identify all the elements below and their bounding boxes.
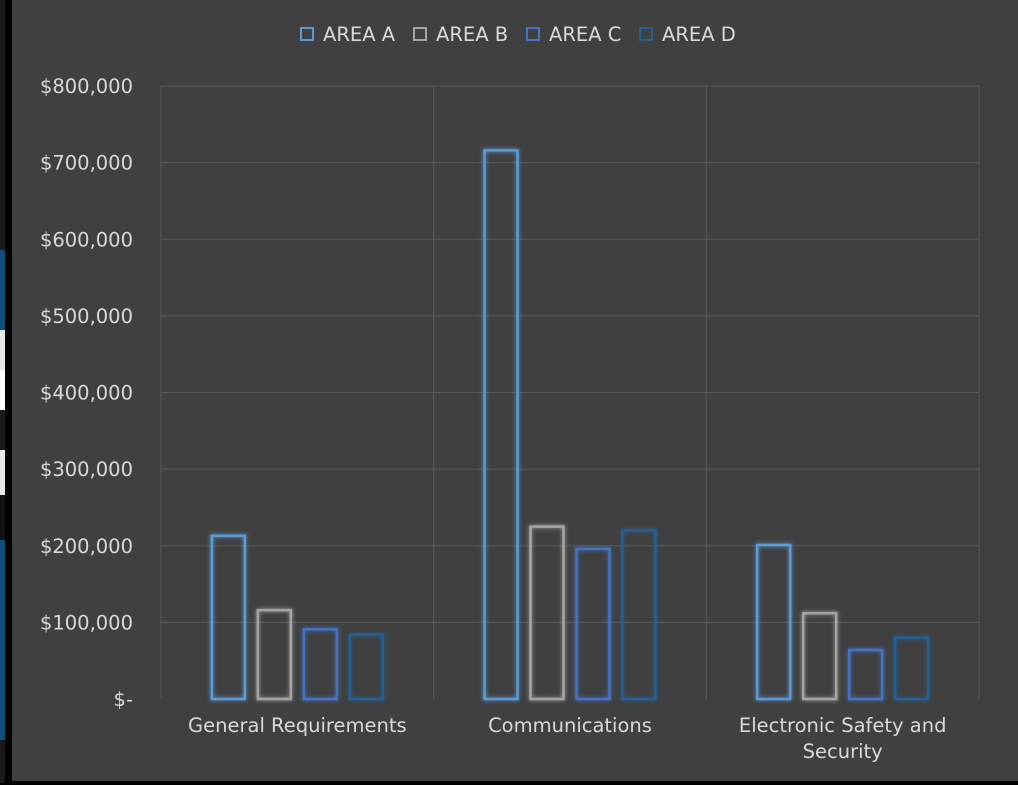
- y-tick-label: $600,000: [40, 228, 133, 251]
- y-tick-label: $200,000: [40, 535, 133, 558]
- legend: AREA A AREA B AREA C AREA D: [300, 23, 736, 46]
- bar: [210, 534, 247, 701]
- legend-swatch: [300, 27, 314, 41]
- y-tick-label: $800,000: [40, 75, 133, 98]
- left-edge-strip: [0, 740, 5, 783]
- y-tick-label: $700,000: [40, 152, 133, 175]
- y-tick-label: $300,000: [40, 458, 133, 481]
- y-tick-label: $100,000: [40, 611, 133, 634]
- legend-swatch: [639, 27, 653, 41]
- x-category-label: General Requirements: [188, 714, 407, 737]
- legend-swatch: [413, 27, 427, 41]
- bar: [893, 636, 930, 701]
- x-category-label: Electronic Safety and Security: [739, 714, 947, 763]
- bar-chart: $- $100,000 $200,000 $300,000 $400,000 $500,0…: [40, 23, 980, 763]
- y-tick-label: $500,000: [40, 305, 133, 328]
- bar: [302, 628, 339, 701]
- chart-area: $- $100,000 $200,000 $300,000 $400,000 $500,0…: [12, 0, 1018, 781]
- bar: [801, 611, 838, 701]
- legend-swatch: [526, 27, 540, 41]
- x-axis-category-labels: General Requirements Communications Electr…: [188, 714, 946, 763]
- bar: [575, 547, 611, 701]
- left-edge-strip: [0, 410, 5, 450]
- gridlines: [160, 85, 980, 699]
- legend-label: AREA B: [436, 23, 508, 46]
- bar: [529, 525, 565, 701]
- y-axis-tick-labels: $- $100,000 $200,000 $300,000 $400,000 $500,0…: [40, 75, 133, 711]
- left-edge-strip: [0, 450, 5, 495]
- legend-label: AREA D: [662, 23, 736, 46]
- y-tick-label: $-: [114, 688, 133, 711]
- left-edge-strip: [0, 0, 5, 250]
- left-edge-strip: [0, 250, 5, 330]
- bar: [483, 149, 519, 701]
- bar: [256, 608, 293, 701]
- legend-label: AREA A: [323, 23, 396, 46]
- left-edge-strip: [0, 370, 5, 410]
- bars: [210, 149, 930, 701]
- x-category-label: Communications: [488, 714, 652, 737]
- left-edge-strip: [0, 495, 5, 540]
- y-tick-label: $400,000: [40, 382, 133, 405]
- bar: [755, 543, 792, 701]
- left-edge-strip: [0, 330, 5, 370]
- legend-label: AREA C: [549, 23, 621, 46]
- bar: [348, 633, 385, 701]
- bar: [621, 529, 657, 701]
- left-edge-strip: [0, 540, 5, 740]
- bar: [847, 648, 884, 701]
